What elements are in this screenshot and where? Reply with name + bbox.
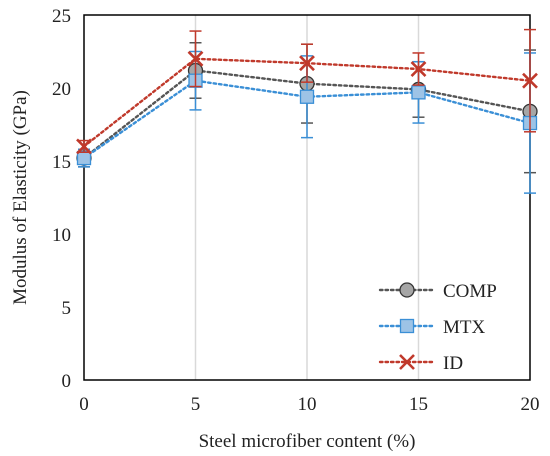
- legend-marker-comp: [399, 282, 415, 298]
- data-point-id: [76, 138, 92, 155]
- data-point-id: [410, 61, 427, 77]
- y-tick-label: 25: [52, 6, 71, 27]
- x-tick-label: 5: [191, 394, 201, 415]
- x-marker-stroke: [399, 354, 415, 370]
- legend-label-mtx: MTX: [443, 317, 486, 338]
- y-tick-label: 10: [52, 225, 71, 246]
- legend-item-id: ID: [378, 353, 463, 374]
- x-marker-stroke: [522, 72, 538, 89]
- legend-marker-id: [399, 354, 415, 370]
- plot-area-frame: [83, 14, 531, 381]
- y-tick-label: 20: [52, 79, 71, 100]
- data-point-id: [522, 72, 538, 89]
- y-tick-label: 0: [62, 371, 72, 392]
- legend-item-mtx: MTX: [378, 317, 486, 338]
- legend: COMP MTX ID: [378, 281, 497, 374]
- y-tick-label: 15: [52, 152, 71, 173]
- data-point-mtx: [76, 150, 92, 166]
- legend-marker-mtx: [399, 318, 415, 334]
- y-tick-label: 5: [62, 298, 72, 319]
- series-group: [76, 28, 538, 194]
- data-point-id: [187, 50, 204, 67]
- data-point-mtx: [411, 85, 426, 100]
- x-marker-stroke: [299, 55, 315, 72]
- x-marker-stroke: [76, 138, 92, 155]
- x-marker-stroke: [410, 61, 427, 77]
- tick-labels: 0 5 10 15 20 0 5 10 15 20 25: [52, 6, 540, 415]
- y-axis-title: Modulus of Elasticity (GPa): [10, 90, 31, 305]
- series-id: [76, 28, 538, 155]
- x-axis-title: Steel microfiber content (%): [199, 431, 416, 452]
- x-marker-stroke: [187, 50, 204, 67]
- data-point-mtx: [299, 89, 315, 104]
- x-tick-label: 20: [521, 394, 540, 415]
- legend-label-comp: COMP: [443, 281, 497, 302]
- legend-label-id: ID: [443, 353, 463, 374]
- x-tick-label: 15: [409, 394, 428, 415]
- legend-item-comp: COMP: [378, 281, 497, 302]
- x-tick-label: 0: [79, 394, 89, 415]
- data-point-id: [299, 55, 315, 72]
- x-tick-label: 10: [298, 394, 317, 415]
